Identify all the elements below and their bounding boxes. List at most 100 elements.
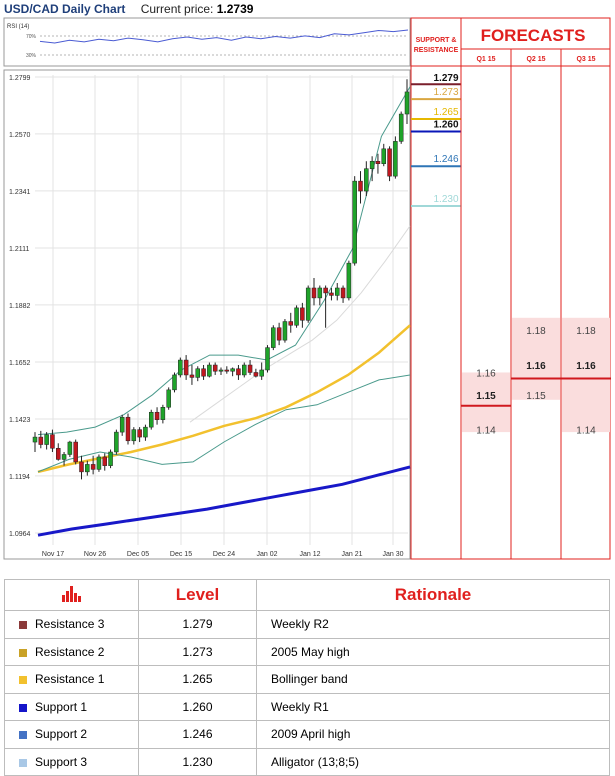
candle-body bbox=[288, 321, 293, 326]
level-rationale: Alligator (13;8;5) bbox=[256, 747, 610, 776]
levels-table: Level Rationale Resistance 3 1.279 Weekly … bbox=[4, 579, 610, 776]
forecast-label: 1.15 bbox=[526, 391, 546, 402]
x-tick-label: Jan 21 bbox=[341, 551, 362, 558]
level-name: Resistance 3 bbox=[35, 617, 105, 632]
candle-body bbox=[294, 307, 299, 326]
y-tick-label: 1.0964 bbox=[9, 531, 31, 538]
level-rationale: Weekly R2 bbox=[256, 610, 610, 639]
candle-body bbox=[375, 160, 381, 164]
sr-level-label: 1.246 bbox=[433, 154, 458, 165]
candle-body bbox=[311, 287, 317, 299]
x-tick-label: Nov 17 bbox=[42, 551, 64, 558]
ma-blue-line bbox=[37, 465, 411, 537]
candle-body bbox=[149, 411, 154, 428]
level-name-cell: Resistance 1 bbox=[4, 665, 139, 694]
sr-column bbox=[410, 17, 462, 560]
forecast-label: 1.16 bbox=[476, 368, 496, 379]
candle-body bbox=[398, 113, 404, 142]
forecast-label: 1.18 bbox=[526, 326, 546, 337]
candle-body bbox=[369, 160, 375, 169]
candle-body bbox=[137, 429, 142, 438]
plot-frame bbox=[3, 69, 411, 560]
rsi-label: RSI (14) bbox=[7, 24, 29, 30]
candle-body bbox=[108, 451, 113, 466]
forecasts-panel bbox=[460, 17, 611, 560]
candle-body bbox=[230, 368, 235, 372]
candle-body bbox=[85, 464, 90, 473]
x-tick-label: Dec 15 bbox=[170, 551, 192, 558]
candle-body bbox=[247, 364, 253, 373]
table-row: Support 1 1.260 Weekly R1 bbox=[4, 692, 610, 721]
level-rationale: 2005 May high bbox=[256, 637, 610, 666]
level-rationale: Weekly R1 bbox=[256, 692, 610, 721]
y-tick-label: 1.2111 bbox=[9, 246, 29, 253]
candle-body bbox=[242, 364, 247, 376]
candle-body bbox=[212, 364, 218, 372]
level-color-swatch bbox=[19, 758, 27, 767]
forecast-range-cell bbox=[462, 372, 510, 433]
candle-body bbox=[154, 411, 160, 420]
forecast-range-cell bbox=[562, 317, 610, 433]
candle-body bbox=[317, 287, 323, 299]
forecasts-title: FORECASTS bbox=[481, 26, 586, 45]
candle-body bbox=[160, 407, 166, 420]
rsi-tick-30: 30% bbox=[26, 53, 37, 59]
y-axis: 1.2799 1.2570 1.2341 1.2111 1.1882 1.1652 1.14… bbox=[9, 75, 31, 538]
chart-title: USD/CAD Daily Chart bbox=[4, 2, 126, 16]
candle-body bbox=[96, 456, 102, 470]
candle-body bbox=[166, 389, 171, 408]
candle-body bbox=[329, 292, 334, 296]
y-tick-label: 1.2341 bbox=[9, 189, 31, 196]
bollinger-lower-line bbox=[37, 374, 411, 473]
candle-body bbox=[393, 141, 398, 177]
candle-body bbox=[79, 461, 84, 473]
candle-body bbox=[387, 148, 392, 177]
candle-body bbox=[358, 180, 363, 192]
candle-body bbox=[114, 431, 119, 453]
level-value: 1.230 bbox=[138, 747, 257, 776]
table-row: Support 2 1.246 2009 April high bbox=[4, 720, 610, 749]
sr-level-label: 1.279 bbox=[433, 73, 458, 84]
level-value: 1.265 bbox=[138, 665, 257, 694]
x-tick-label: Jan 02 bbox=[256, 551, 277, 558]
level-value: 1.279 bbox=[138, 610, 257, 639]
candle-body bbox=[73, 441, 78, 463]
candle-body bbox=[352, 180, 357, 264]
candle-body bbox=[143, 426, 148, 438]
table-chart-icon-cell bbox=[4, 579, 139, 611]
price-value: 1.2739 bbox=[216, 2, 254, 16]
level-name: Resistance 2 bbox=[35, 644, 105, 659]
candle-body bbox=[271, 327, 276, 348]
forecast-label: 1.18 bbox=[576, 326, 596, 337]
sr-title-2: RESISTANCE bbox=[414, 47, 459, 54]
sr-level-label: 1.273 bbox=[433, 87, 458, 98]
candle-body bbox=[346, 262, 352, 299]
candle-body bbox=[259, 369, 264, 377]
sr-level-label: 1.265 bbox=[433, 107, 458, 118]
y-tick-label: 1.2799 bbox=[9, 75, 31, 82]
quarter-q2: Q2 15 bbox=[526, 56, 545, 63]
candle-body bbox=[44, 434, 49, 445]
candle-body bbox=[207, 364, 212, 377]
quarter-q1: Q1 15 bbox=[476, 56, 495, 63]
sr-level-label: 1.260 bbox=[433, 119, 458, 130]
level-color-swatch bbox=[19, 731, 27, 740]
level-name-cell: Support 3 bbox=[4, 747, 139, 776]
candle-body bbox=[195, 368, 200, 378]
y-tick-label: 1.1194 bbox=[9, 474, 30, 481]
candle-body bbox=[253, 372, 259, 377]
level-name-cell: Support 2 bbox=[4, 720, 139, 749]
forecast-marks: 1.16 1.15 1.14 1.18 1.16 1.15 1.18 1.16 1.14 bbox=[461, 317, 611, 437]
level-name-cell: Resistance 2 bbox=[4, 637, 139, 666]
candle-body bbox=[236, 368, 241, 376]
forecast-label: 1.15 bbox=[476, 391, 496, 402]
bollinger-upper-line bbox=[37, 86, 411, 436]
x-tick-label: Dec 24 bbox=[213, 551, 235, 558]
level-rationale: 2009 April high bbox=[256, 720, 610, 749]
candle-body bbox=[32, 436, 38, 443]
candle-body bbox=[300, 307, 305, 321]
x-tick-label: Jan 30 bbox=[382, 551, 403, 558]
candle-body bbox=[183, 359, 189, 376]
table-row: Resistance 2 1.273 2005 May high bbox=[4, 637, 610, 666]
